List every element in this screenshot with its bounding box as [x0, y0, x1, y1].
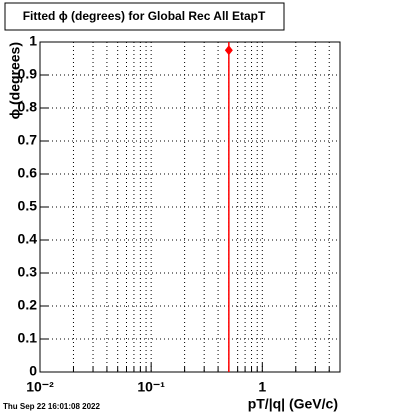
- y-tick-label: 0.7: [18, 132, 38, 148]
- chart-title: Fitted ϕ (degrees) for Global Rec All Et…: [23, 9, 266, 23]
- y-tick-label: 0.1: [18, 330, 38, 346]
- y-tick-label: 1: [29, 33, 37, 49]
- y-tick-label: 0.3: [18, 264, 38, 280]
- plot-frame: [39, 41, 341, 373]
- x-tick-label: 10⁻²: [26, 379, 54, 395]
- y-tick-label: 0: [29, 363, 37, 379]
- title-box: [4, 2, 285, 31]
- x-tick-label: 10⁻¹: [137, 379, 165, 395]
- y-tick-label: 0.2: [18, 297, 38, 313]
- x-tick-label: 1: [258, 379, 266, 395]
- x-axis-label: pT/|q| (GeV/c): [248, 396, 338, 412]
- y-tick-label: 0.4: [18, 231, 38, 247]
- y-tick-label: 0.8: [18, 99, 38, 115]
- y-tick-label: 0.6: [18, 165, 38, 181]
- y-axis-label: ϕ (degrees): [7, 42, 23, 119]
- marker: [224, 45, 233, 56]
- y-tick-label: 0.9: [18, 66, 38, 82]
- timestamp: Thu Sep 22 16:01:08 2022: [3, 402, 100, 411]
- y-tick-label: 0.5: [18, 198, 38, 214]
